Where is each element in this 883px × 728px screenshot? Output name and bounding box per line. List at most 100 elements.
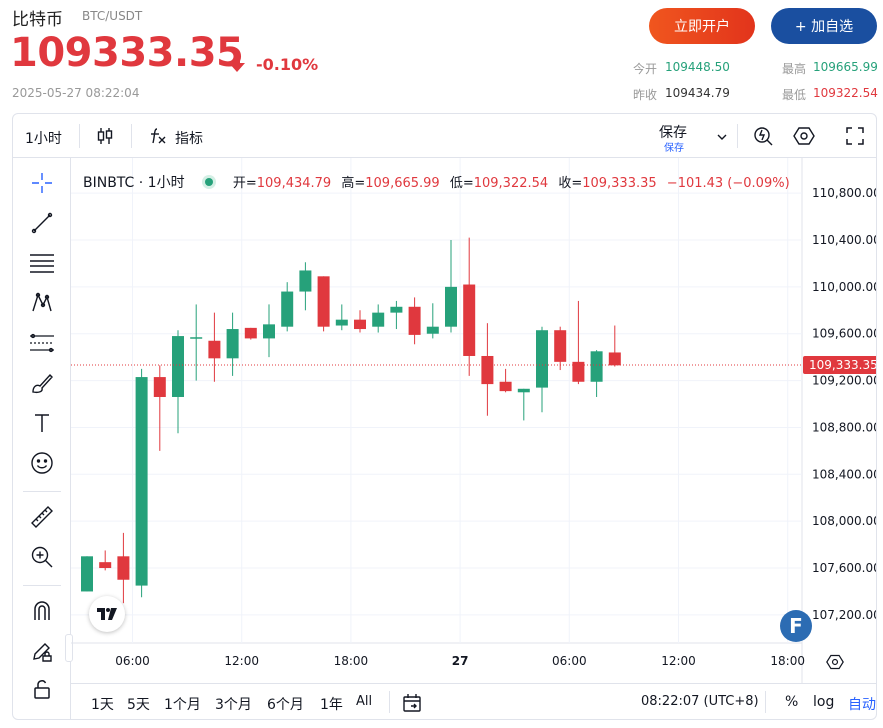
pattern-icon[interactable] [27,288,57,318]
candle-body [117,556,130,580]
x-tick-label: 18:00 [770,654,805,668]
trend-line-icon[interactable] [27,208,57,238]
quick-search-icon[interactable] [752,125,774,151]
x-tick-label: 06:00 [552,654,587,668]
legend-low: 109,322.54 [473,176,549,191]
low-label: 最低 [782,88,807,102]
chart-widget: 1小时 指标 保存 保存 [12,113,877,720]
settings-icon[interactable] [793,125,815,151]
auto-toggle[interactable]: 自动 [848,697,876,713]
coin-pair: BTC/USDT [82,9,143,23]
zoom-in-icon[interactable] [27,542,57,572]
today-open-label: 今开 [633,62,658,76]
candle-body [135,377,148,586]
coin-name: 比特币 [12,10,63,30]
interval-selector[interactable]: 1小时 [25,131,62,147]
clock-time[interactable]: 08:22:07 (UTC+8) [641,694,759,709]
ruler-icon[interactable] [27,502,57,532]
x-tick-label: 12:00 [661,654,696,668]
legend-low-label: 低= [449,176,474,191]
candle-body [244,327,257,339]
open-account-button[interactable]: 立即开户 [649,8,755,44]
prev-close-value: 109434.79 [665,86,730,100]
forecast-icon[interactable] [27,328,57,358]
range-5d[interactable]: 5天 [127,697,150,713]
range-all[interactable]: All [356,694,373,709]
candle-body [172,336,184,397]
candle-body [463,284,476,356]
candle-body [354,319,366,330]
candle-body [372,312,385,327]
log-toggle[interactable]: log [813,694,835,710]
prev-close-label: 昨收 [633,88,658,102]
y-tick-label: 108,400.00 [812,467,877,481]
y-tick-label: 108,000.00 [812,514,877,528]
goto-date-icon[interactable] [401,692,423,718]
chart-toolbar: 1小时 指标 保存 保存 [13,114,876,158]
candle-body [281,291,294,327]
save-sub-label: 保存 [664,143,684,154]
tradingview-logo[interactable] [89,596,125,632]
brush-icon[interactable] [27,368,57,398]
candle-body [317,276,330,327]
candle-body [590,351,603,382]
range-1y[interactable]: 1年 [320,697,343,713]
range-6m[interactable]: 6个月 [267,697,304,713]
last-price-tag [803,355,876,374]
candle-body [190,337,203,339]
candle-body [153,377,166,397]
y-tick-label: 110,400.00 [812,233,877,247]
add-watchlist-button[interactable]: + 加自选 [771,8,877,44]
high-label: 最高 [782,62,807,76]
range-1d[interactable]: 1天 [91,697,114,713]
lock-drawing-icon[interactable] [27,636,57,666]
candle-body [572,361,585,382]
legend-symbol[interactable]: BINBTC · 1小时 [83,175,185,191]
candle-body [208,340,221,359]
price-chart[interactable]: 109,333.35 107,200.00 107,600.00 108,000.0… [71,158,877,683]
magnet-icon[interactable] [27,596,57,626]
y-tick-label: 110,800.00 [812,186,877,200]
legend-change: −101.43 (−0.09%) [666,176,790,191]
x-tick-label: 12:00 [224,654,259,668]
range-1m[interactable]: 1个月 [164,697,201,713]
candle-body [335,319,348,326]
candle-body [226,329,239,359]
f-badge-icon[interactable]: F [780,610,812,642]
today-open-value: 109448.50 [665,60,730,74]
candle-body [445,286,457,327]
candle-body [536,330,548,388]
lock-icon[interactable] [27,674,57,704]
x-tick-label: 06:00 [115,654,150,668]
chevron-down-icon[interactable] [716,128,728,147]
collapse-toolbar-handle[interactable] [65,634,73,662]
text-icon[interactable] [27,408,57,438]
legend-high: 109,665.99 [365,176,440,191]
y-tick-label: 109,600.00 [812,327,877,341]
market-status-dot [204,178,213,186]
emoji-icon[interactable] [27,448,57,478]
candle-body [608,352,621,366]
fullscreen-icon[interactable] [845,126,865,150]
crosshair-icon[interactable] [27,168,57,198]
price-change: -0.10% [256,55,319,74]
bottom-toolbar: 1天 5天 1个月 3个月 6个月 1年 All 08:22:07 (UTC+8… [71,683,876,719]
axis-settings-icon[interactable] [826,653,844,675]
range-3m[interactable]: 3个月 [215,697,252,713]
percent-toggle[interactable]: % [785,694,799,710]
save-button[interactable]: 保存 [659,125,687,141]
low-value: 109322.54 [813,86,878,100]
legend-close: 109,333.35 [582,176,657,191]
fib-lines-icon[interactable] [27,248,57,278]
candle-body [299,270,312,292]
candle-type-icon[interactable] [95,126,115,150]
indicators-icon[interactable] [148,126,168,150]
quote-header: 比特币 BTC/USDT 109333.35 -0.10% 2025-05-27… [0,0,883,112]
x-tick-label: 27 [452,654,469,668]
y-tick-label: 108,800.00 [812,420,877,434]
candle-body [517,388,530,393]
candle-body [554,330,567,362]
candle-body [99,562,112,569]
indicators-label[interactable]: 指标 [175,131,203,147]
candle-body [390,306,403,313]
